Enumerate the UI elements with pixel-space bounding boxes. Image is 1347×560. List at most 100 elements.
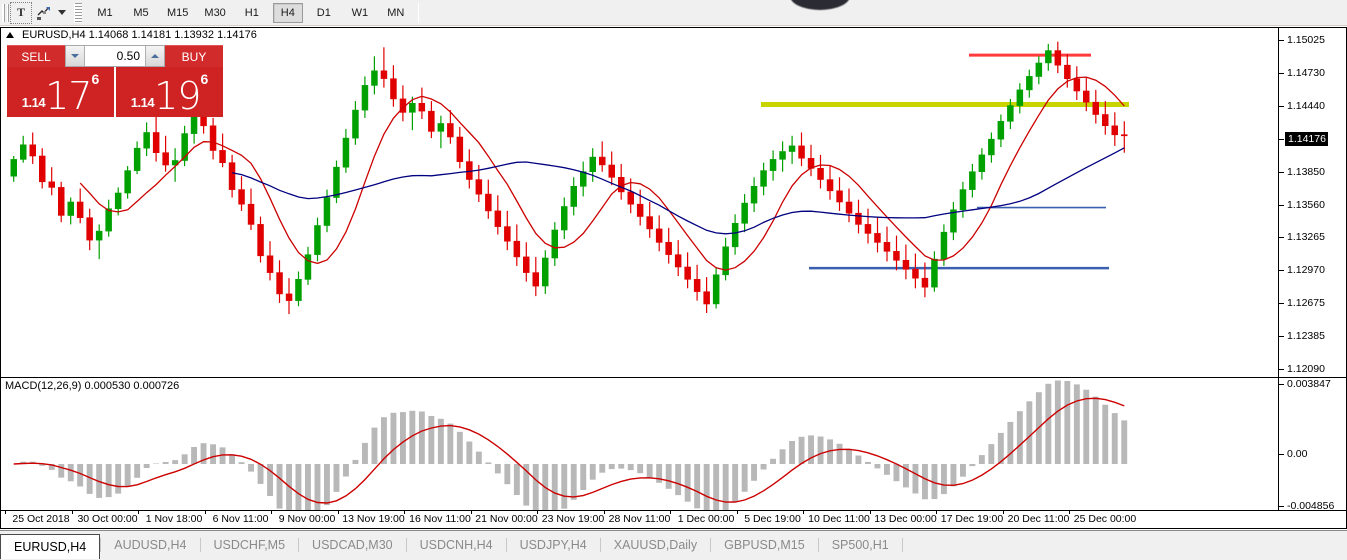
trade-panel-top-row: SELL 0.50 BUY (7, 45, 223, 67)
price-axis-label: 1.14730 (1287, 66, 1325, 79)
buy-price-main: 19 (154, 74, 201, 118)
price-axis-label: 1.13560 (1287, 198, 1325, 211)
time-axis-tick (936, 511, 937, 514)
tab-separator (100, 538, 102, 552)
time-axis-tick (1069, 511, 1070, 514)
timeframe-button-h4[interactable]: H4 (272, 2, 303, 23)
time-axis-tick (537, 511, 538, 514)
chart-title-text: EURUSD,H4 1.14068 1.14181 1.13932 1.1417… (22, 29, 257, 41)
time-axis-label: 30 Oct 00:00 (77, 513, 138, 525)
chart-tab-eurusd-h4[interactable]: EURUSD,H4 (0, 534, 101, 559)
chevron-down-icon[interactable] (55, 2, 69, 24)
time-axis-tick (271, 511, 272, 514)
sell-price-fraction: 6 (91, 71, 100, 87)
price-axis-tick (1279, 237, 1284, 239)
pane-divider[interactable] (1, 377, 1346, 378)
time-axis-tick (71, 511, 73, 514)
buy-price-display[interactable]: 1.14 19 6 (116, 67, 223, 117)
timeframe-button-d1[interactable]: D1 (316, 6, 331, 19)
timeframe-button-mn[interactable]: MN (387, 6, 405, 19)
objects-icon[interactable] (33, 2, 55, 24)
timeframe-button-w1[interactable]: W1 (351, 6, 369, 19)
price-axis-tick (1279, 270, 1284, 272)
trade-panel-prices: 1.14 17 6 1.14 19 6 (7, 67, 223, 117)
macd-axis-tick (1279, 454, 1284, 455)
time-axis-label: 13 Dec 00:00 (874, 513, 937, 525)
sell-price-prefix: 1.14 (21, 95, 46, 110)
time-axis-label: 5 Dec 19:00 (744, 513, 801, 525)
time-axis-tick (138, 511, 139, 514)
time-axis-tick (869, 511, 871, 514)
price-axis[interactable]: 1.15025 1.14730 1.14440 1.14176 1.13850 1.135… (1278, 28, 1346, 377)
time-axis-label: 17 Dec 19:00 (940, 513, 1004, 525)
chart-tab-gbpusd-m15[interactable]: GBPUSD,M15 (724, 538, 805, 552)
chart-tab-usdjpy-h4[interactable]: USDJPY,H4 (519, 538, 587, 552)
time-axis-label: 21 Nov 00:00 (475, 513, 538, 525)
time-axis-label: 23 Nov 19:00 (541, 513, 605, 525)
price-axis-label: 1.13850 (1287, 165, 1325, 178)
time-axis-tick (404, 511, 405, 514)
price-axis-label: 1.12675 (1287, 297, 1325, 310)
macd-axis-tick (1279, 506, 1284, 507)
price-axis-label: 1.15025 (1287, 34, 1325, 46)
time-axis-label: 13 Nov 19:00 (342, 513, 405, 525)
price-axis-tick (1279, 105, 1284, 107)
timeframe-button-m5[interactable]: M5 (133, 6, 149, 19)
chart-tab-sp500-h1[interactable]: SP500,H1 (831, 538, 889, 552)
price-axis-tick (1279, 72, 1284, 74)
text-tool-icon[interactable]: T (10, 1, 32, 24)
time-axis-tick (1002, 511, 1004, 514)
time-axis-tick (803, 511, 804, 514)
top-toolbar: T M1 M5 M15 M30 H1 H4 D1 W1 MN (0, 0, 1347, 26)
price-axis-label: 1.12385 (1287, 330, 1325, 343)
price-axis-tick (1279, 303, 1284, 305)
tab-separator (405, 538, 407, 552)
sell-price-main: 17 (45, 74, 92, 118)
time-axis-label: 28 Nov 11:00 (608, 513, 671, 525)
chart-tab-usdchf-m5[interactable]: USDCHF,M5 (213, 538, 286, 552)
volume-increment-button[interactable] (145, 46, 164, 66)
time-axis-label: 20 Dec 11:00 (1007, 513, 1070, 525)
tab-separator (817, 538, 819, 552)
volume-stepper[interactable]: 0.50 (65, 45, 165, 67)
timeframe-buttons: M1 M5 M15 M30 H1 H4 D1 W1 MN (87, 2, 414, 23)
timeframe-button-m15[interactable]: M15 (167, 6, 189, 19)
timeframe-button-m1[interactable]: M1 (97, 6, 113, 19)
price-axis-tick (1279, 171, 1284, 173)
chart-tab-usdcad-m30[interactable]: USDCAD,M30 (312, 538, 393, 552)
chart-tabs-bar: EURUSD,H4 AUDUSD,H4 USDCHF,M5 USDCAD,M30 USD… (0, 530, 1347, 560)
time-axis-tick (204, 511, 206, 514)
price-chart-pane[interactable] (1, 37, 1278, 377)
time-axis-tick (5, 511, 6, 514)
sell-button[interactable]: SELL (7, 45, 65, 67)
buy-button[interactable]: BUY (165, 45, 223, 67)
price-axis-tick (1279, 336, 1284, 338)
timeframe-button-h1[interactable]: H1 (244, 6, 259, 19)
price-axis-label: 1.12090 (1287, 363, 1325, 375)
macd-axis-label: 0.003847 (1287, 378, 1331, 390)
time-axis-tick (337, 511, 339, 514)
collapse-triangle-icon[interactable] (6, 32, 14, 38)
chart-tab-audusd-h4[interactable]: AUDUSD,H4 (114, 538, 187, 552)
toolbar-grip[interactable] (2, 3, 9, 22)
tab-separator (710, 538, 712, 552)
price-axis-label: 1.12970 (1287, 264, 1325, 277)
time-axis-tick (603, 511, 605, 514)
sell-price-display[interactable]: 1.14 17 6 (7, 67, 114, 117)
volume-value[interactable]: 0.50 (116, 49, 140, 63)
chart-tab-usdcnh-h4[interactable]: USDCNH,H4 (419, 538, 493, 552)
macd-pane[interactable] (1, 378, 1278, 510)
time-axis[interactable]: 25 Oct 2018 30 Oct 00:00 1 Nov 18:00 6 Nov … (1, 510, 1346, 528)
volume-decrement-button[interactable] (66, 46, 85, 66)
time-axis-label: 6 Nov 11:00 (212, 513, 269, 525)
price-axis-label: 1.14440 (1287, 99, 1325, 112)
time-axis-label: 25 Oct 2018 (12, 513, 70, 525)
price-axis-label: 1.13265 (1287, 231, 1325, 244)
timeframe-button-m30[interactable]: M30 (204, 6, 226, 19)
one-click-trading-panel[interactable]: SELL 0.50 BUY 1.14 17 6 1.14 19 6 (7, 45, 223, 117)
chart-tab-xauusd-daily[interactable]: XAUUSD,Daily (613, 538, 698, 552)
macd-axis[interactable]: 0.003847 0.00 -0.004856 (1278, 378, 1346, 512)
tab-separator (505, 538, 507, 552)
time-axis-label: 25 Dec 00:00 (1073, 513, 1137, 525)
chart-window[interactable]: EURUSD,H4 1.14068 1.14181 1.13932 1.1417… (0, 27, 1347, 529)
